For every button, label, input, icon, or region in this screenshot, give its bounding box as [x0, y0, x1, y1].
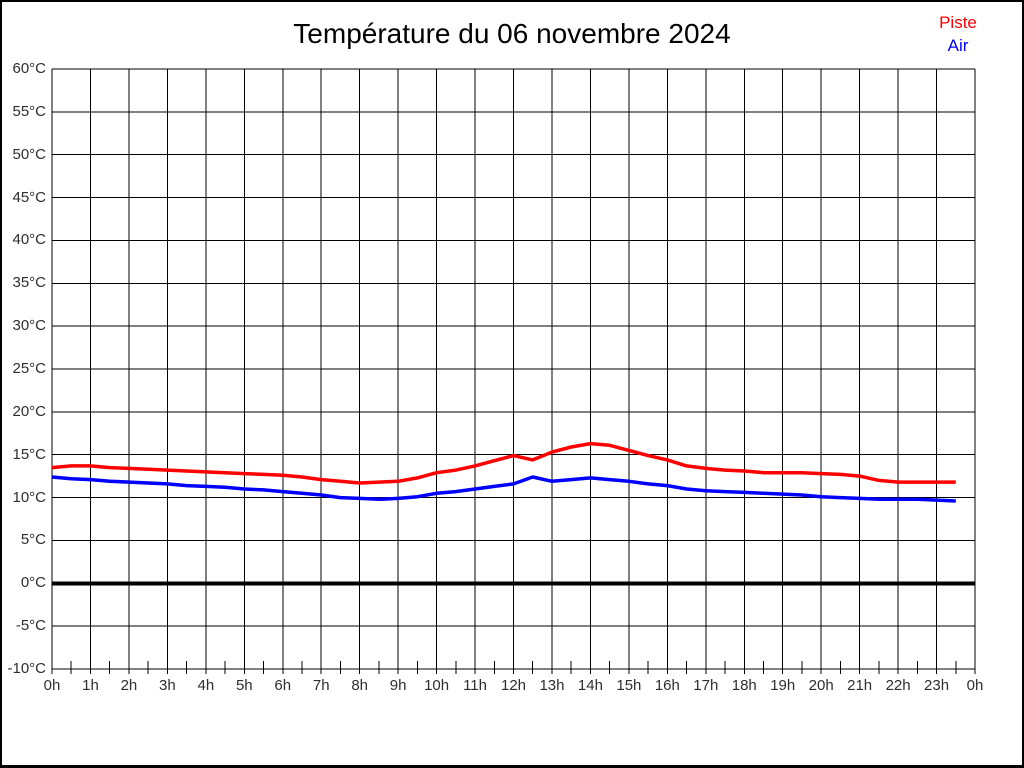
chart-legend: Piste Air — [918, 11, 998, 57]
x-axis-label: 19h — [770, 677, 796, 694]
y-axis-label: -5°C — [15, 617, 46, 635]
x-axis-label: 3h — [159, 677, 176, 694]
y-axis-label: 40°C — [12, 231, 46, 249]
x-axis-label: 8h — [351, 677, 368, 694]
x-axis-label: 18h — [731, 677, 757, 694]
y-axis-label: 0°C — [20, 574, 46, 592]
chart-title: Température du 06 novembre 2024 — [293, 18, 731, 49]
series-line-piste — [51, 441, 956, 485]
y-axis-label: 25°C — [12, 360, 46, 377]
x-axis-label: 17h — [693, 677, 719, 694]
series-line-air — [51, 475, 956, 503]
x-axis-label: 2h — [120, 677, 138, 694]
y-axis-label: -10°C — [7, 660, 46, 677]
y-axis-label: 20°C — [12, 402, 46, 420]
bottom-divider — [2, 765, 1022, 766]
x-axis-label: 13h — [539, 677, 565, 694]
x-axis-label: 11h — [463, 677, 487, 694]
x-axis-label: 15h — [616, 677, 642, 694]
x-axis-label: 0h — [966, 677, 984, 694]
y-axis-label: 50°C — [12, 145, 46, 163]
x-axis-label: 14h — [577, 677, 603, 694]
x-axis-label: 12h — [500, 677, 527, 694]
x-axis-label: 10h — [424, 677, 450, 694]
x-axis-label: 9h — [389, 677, 407, 694]
x-axis-label: 1h — [82, 677, 99, 694]
x-axis-label: 16h — [654, 677, 680, 694]
x-axis-label: 7h — [312, 677, 330, 694]
y-axis-label: 45°C — [12, 188, 46, 206]
y-axis-label: 15°C — [12, 445, 46, 463]
y-axis-label: 55°C — [12, 102, 46, 120]
x-axis-label: 20h — [808, 677, 834, 694]
x-axis-label: 23h — [924, 677, 950, 694]
legend-item-piste: Piste — [939, 13, 977, 32]
x-axis-label: 6h — [274, 677, 292, 694]
y-axis-label: 30°C — [12, 317, 46, 335]
x-axis-label: 22h — [885, 677, 911, 694]
x-axis-label: 21h — [847, 677, 873, 694]
y-axis-label: 35°C — [12, 274, 46, 292]
x-axis-label: 0h — [43, 677, 61, 694]
y-axis-label: 5°C — [20, 531, 46, 549]
x-axis-label: 5h — [235, 677, 253, 694]
y-axis-label: 60°C — [12, 60, 46, 77]
x-axis-label: 4h — [197, 677, 215, 694]
y-axis-label: 10°C — [12, 488, 46, 506]
legend-item-air: Air — [947, 36, 969, 55]
